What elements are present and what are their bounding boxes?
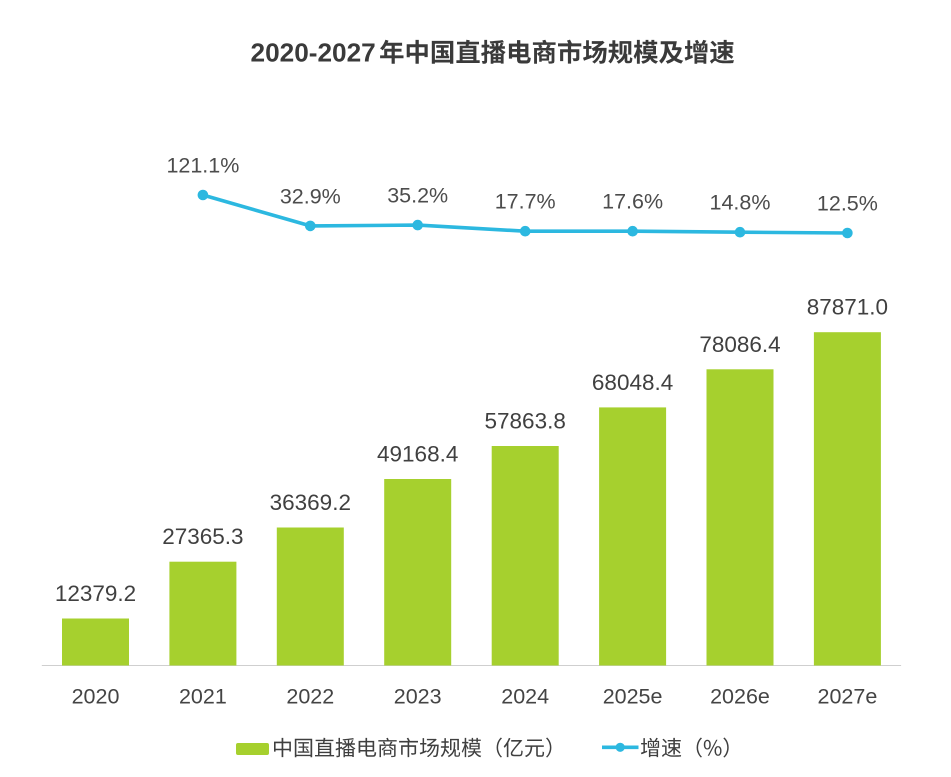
- svg-text:87871.0: 87871.0: [807, 295, 888, 320]
- svg-text:57863.8: 57863.8: [485, 409, 566, 434]
- svg-text:14.8%: 14.8%: [710, 191, 771, 215]
- svg-text:35.2%: 35.2%: [387, 184, 448, 208]
- svg-text:17.7%: 17.7%: [495, 190, 556, 214]
- svg-text:12.5%: 12.5%: [817, 192, 878, 216]
- svg-text:78086.4: 78086.4: [699, 332, 780, 357]
- svg-text:2025e: 2025e: [603, 685, 663, 709]
- svg-text:2021: 2021: [179, 685, 227, 709]
- svg-text:27365.3: 27365.3: [162, 524, 243, 549]
- svg-text:32.9%: 32.9%: [280, 184, 341, 208]
- svg-text:2020: 2020: [72, 685, 120, 709]
- svg-text:49168.4: 49168.4: [377, 442, 458, 467]
- svg-text:17.6%: 17.6%: [602, 190, 663, 214]
- svg-text:121.1%: 121.1%: [166, 154, 239, 178]
- svg-text:2026e: 2026e: [710, 685, 770, 709]
- svg-text:36369.2: 36369.2: [270, 490, 351, 515]
- svg-text:12379.2: 12379.2: [55, 581, 136, 606]
- svg-text:2020-2027: 2020-2027: [251, 38, 376, 68]
- svg-text:2024: 2024: [501, 685, 549, 709]
- svg-text:2022: 2022: [286, 685, 334, 709]
- svg-text:2023: 2023: [394, 685, 442, 709]
- svg-text:2027e: 2027e: [818, 685, 878, 709]
- svg-text:68048.4: 68048.4: [592, 370, 673, 395]
